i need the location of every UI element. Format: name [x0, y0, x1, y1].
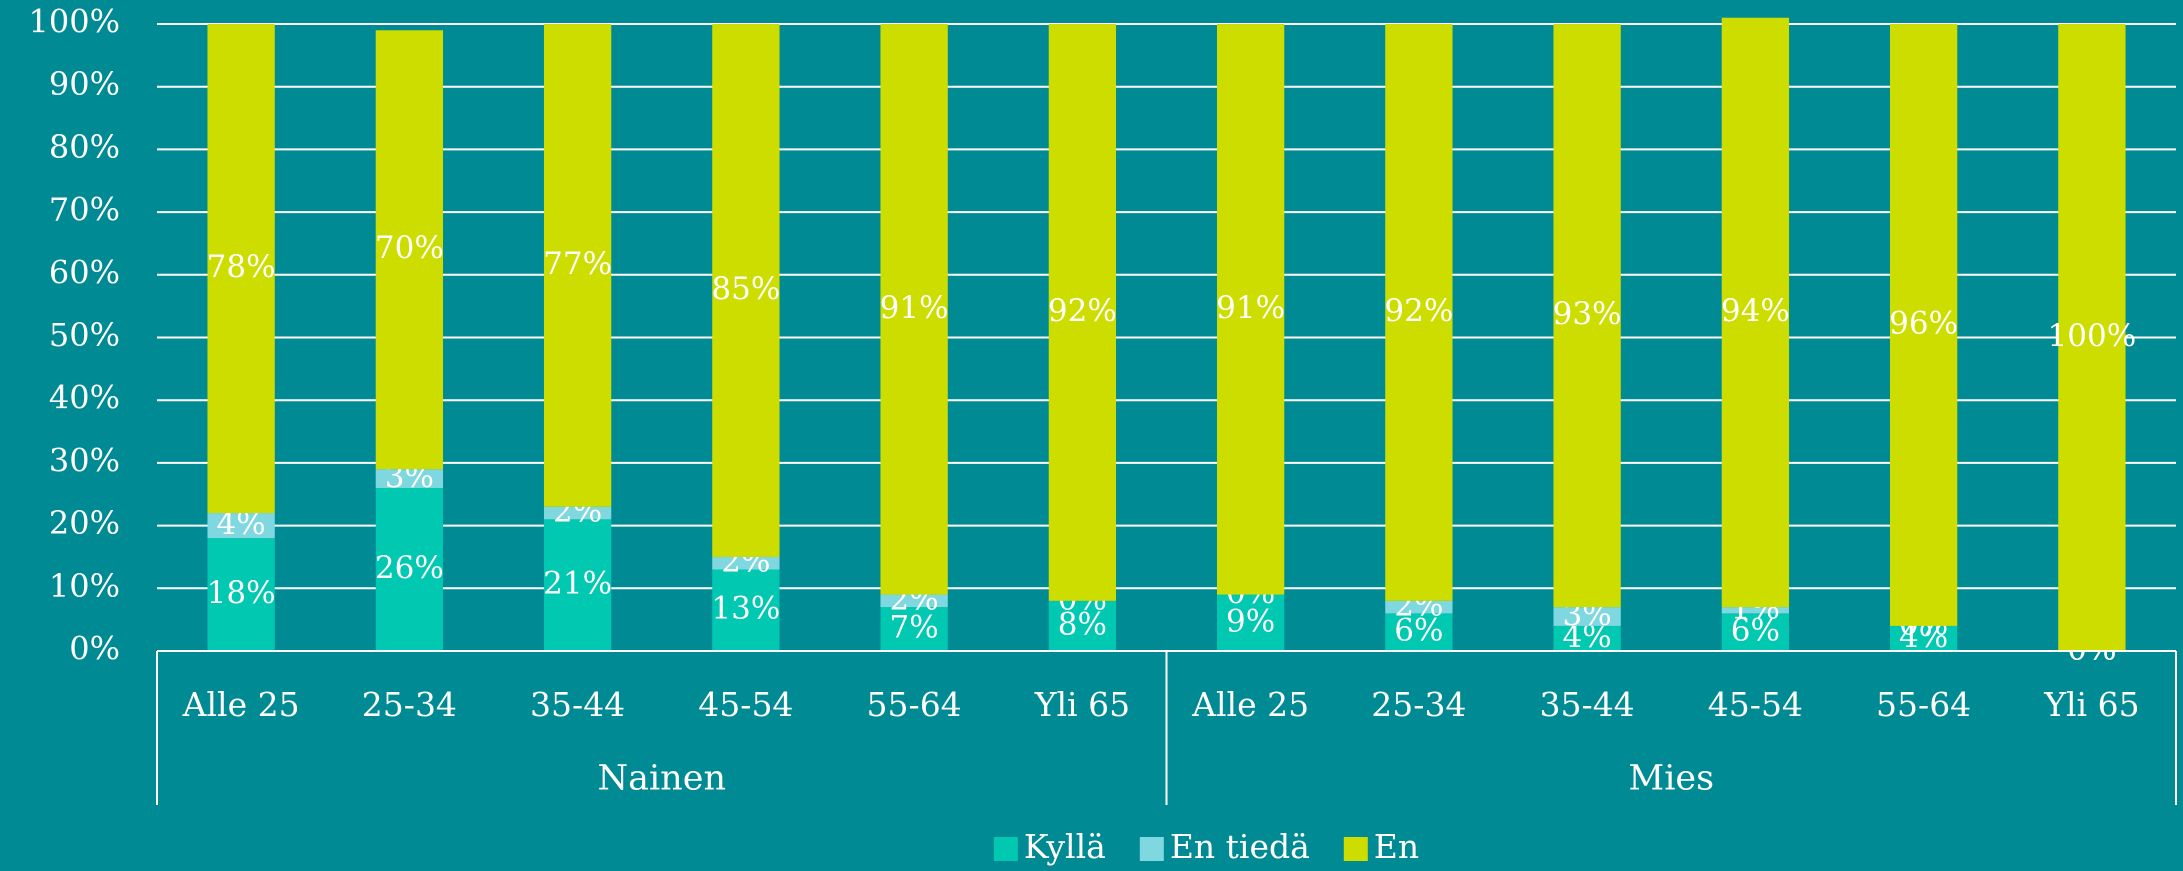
legend-label: En tiedä [1170, 827, 1310, 866]
bar-segment [207, 513, 275, 539]
bar-segment [543, 506, 612, 520]
legend-label: En [1374, 827, 1419, 866]
value-label: 93% [1553, 296, 1622, 332]
bar-segment [880, 24, 948, 595]
value-label: 26% [375, 550, 444, 586]
x-tick-label: 45-54 [1708, 685, 1803, 724]
value-label: 85% [711, 271, 780, 307]
y-tick-label: 0% [69, 630, 120, 668]
bar-segment [1385, 613, 1453, 651]
bar-segment [1048, 600, 1117, 651]
bar-segment [712, 556, 780, 570]
y-tick-label: 10% [49, 567, 120, 605]
bar-segment [712, 24, 780, 557]
group-label: Nainen [598, 759, 726, 799]
value-label: 21% [543, 566, 612, 602]
bar-segment [1553, 607, 1621, 626]
y-tick-label: 40% [49, 379, 120, 417]
bar-segment [1216, 594, 1285, 651]
value-label: 96% [1889, 305, 1958, 341]
value-label: 78% [207, 249, 276, 285]
value-label: 100% [2048, 318, 2137, 354]
bar-segment [1721, 17, 1790, 608]
value-label: 6% [1394, 613, 1443, 649]
value-label: 13% [711, 591, 780, 627]
value-label: 92% [1384, 293, 1453, 329]
bar-segment [1216, 24, 1285, 595]
y-tick-label: 70% [49, 191, 120, 229]
value-label: 91% [1216, 290, 1285, 326]
bar-segment [880, 607, 948, 651]
bar-segment [2058, 24, 2126, 651]
y-tick-label: 60% [49, 253, 120, 291]
bar-segment [375, 487, 444, 651]
x-tick-label: Yli 65 [1034, 685, 1130, 724]
bar-segment [1721, 607, 1790, 614]
y-tick-label: 90% [49, 65, 120, 103]
bar-segment [1385, 24, 1453, 601]
x-tick-label: 55-64 [1876, 685, 1971, 724]
legend-swatch [1343, 837, 1368, 861]
x-tick-label: 35-44 [530, 685, 625, 724]
bar-segment [1889, 625, 1958, 651]
bar-segment [1553, 625, 1621, 651]
x-tick-label: 25-34 [1371, 685, 1466, 724]
x-tick-label: Alle 25 [182, 685, 300, 724]
value-label: 6% [1731, 613, 1780, 649]
x-tick-label: 35-44 [1540, 685, 1635, 724]
bar-segment [543, 519, 612, 651]
x-tick-label: 45-54 [698, 685, 793, 724]
bar-segment [207, 24, 275, 514]
bar-segment [207, 538, 275, 651]
value-label: 70% [375, 230, 444, 266]
value-label: 9% [1226, 603, 1275, 639]
bar-segment [1889, 24, 1958, 626]
value-label: 94% [1721, 293, 1790, 329]
x-tick-label: Alle 25 [1191, 685, 1309, 724]
value-label: 8% [1058, 606, 1107, 642]
bar-segment [1721, 613, 1790, 651]
value-label: 91% [880, 290, 949, 326]
y-tick-label: 50% [49, 316, 120, 354]
bar-segment [543, 24, 612, 507]
bar-segment [1385, 600, 1453, 614]
value-label: 77% [543, 246, 612, 282]
group-label: Mies [1628, 759, 1714, 799]
bar-segment [375, 30, 444, 470]
x-tick-label: 25-34 [362, 685, 457, 724]
legend-label: Kyllä [1024, 827, 1106, 866]
bar-segment [1553, 24, 1621, 608]
bar-segment [375, 469, 444, 488]
value-label: 7% [890, 610, 939, 646]
bar-segment [712, 569, 780, 651]
bar-segment [1048, 24, 1117, 601]
legend-swatch [993, 837, 1018, 861]
value-label: 18% [207, 575, 276, 611]
x-tick-label: Yli 65 [2043, 685, 2139, 724]
legend-swatch [1139, 837, 1164, 861]
bar-segment [880, 594, 948, 608]
y-tick-label: 30% [49, 441, 120, 479]
x-tick-label: 55-64 [867, 685, 962, 724]
y-tick-label: 20% [49, 504, 120, 542]
y-tick-label: 100% [29, 3, 120, 41]
value-label: 92% [1048, 293, 1117, 329]
y-tick-label: 80% [49, 128, 120, 166]
